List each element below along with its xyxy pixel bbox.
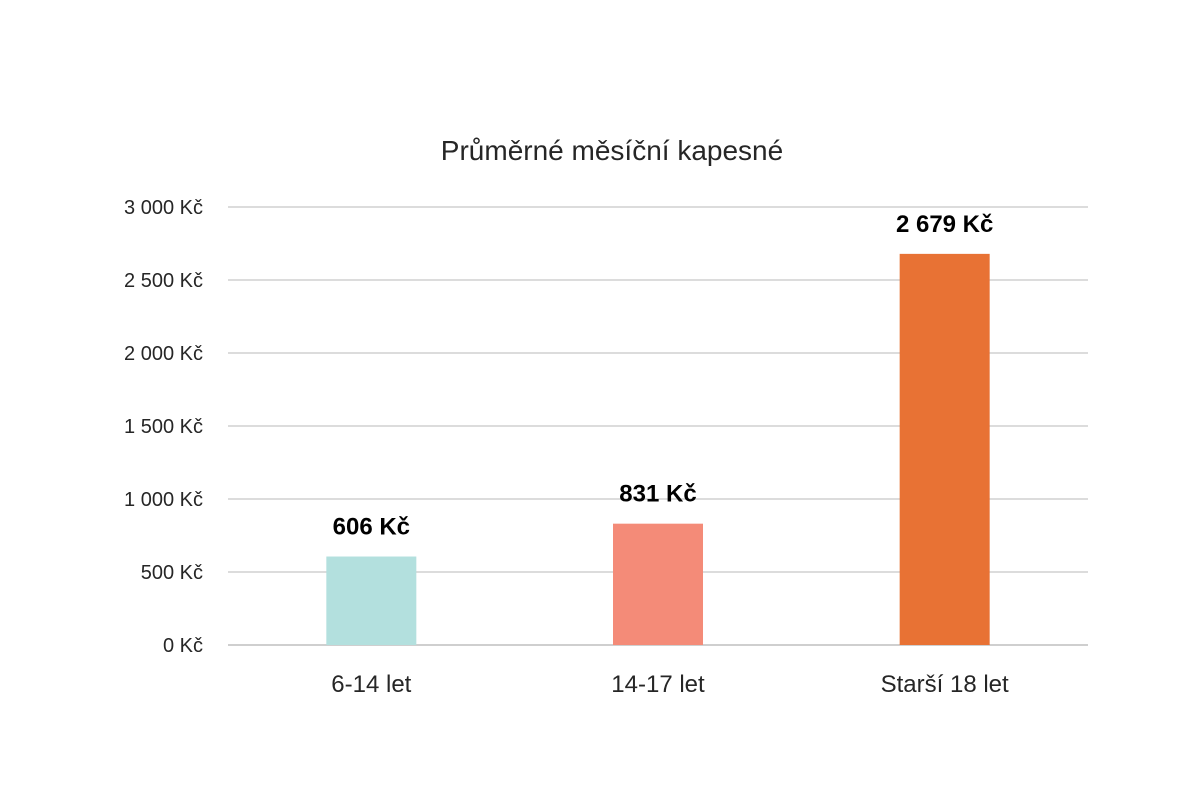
x-tick-label: Starší 18 let [881, 671, 1009, 698]
y-tick-label: 3 000 Kč [124, 197, 203, 219]
data-label: 606 Kč [333, 514, 410, 541]
x-tick-label: 14-17 let [611, 671, 705, 698]
y-axis-ticks: 0 Kč 500 Kč 1 000 Kč 1 500 Kč 2 000 Kč 2 500 … [124, 197, 203, 657]
x-axis-ticks: 6-14 let 14-17 let Starší 18 let [331, 671, 1009, 698]
chart-title: Průměrné měsíční kapesné [441, 135, 783, 166]
x-tick-label: 6-14 let [331, 671, 411, 698]
data-labels: 606 Kč 831 Kč 2 679 Kč [333, 211, 994, 541]
bar [613, 523, 703, 645]
y-tick-label: 1 000 Kč [124, 489, 203, 511]
y-tick-label: 0 Kč [163, 635, 203, 657]
data-label: 831 Kč [619, 481, 696, 508]
bars [326, 253, 990, 645]
y-tick-label: 500 Kč [141, 562, 203, 584]
y-tick-label: 1 500 Kč [124, 416, 203, 438]
bar [899, 253, 990, 645]
data-label: 2 679 Kč [896, 211, 993, 238]
y-tick-label: 2 500 Kč [124, 270, 203, 292]
bar [326, 556, 417, 645]
y-tick-label: 2 000 Kč [124, 343, 203, 365]
